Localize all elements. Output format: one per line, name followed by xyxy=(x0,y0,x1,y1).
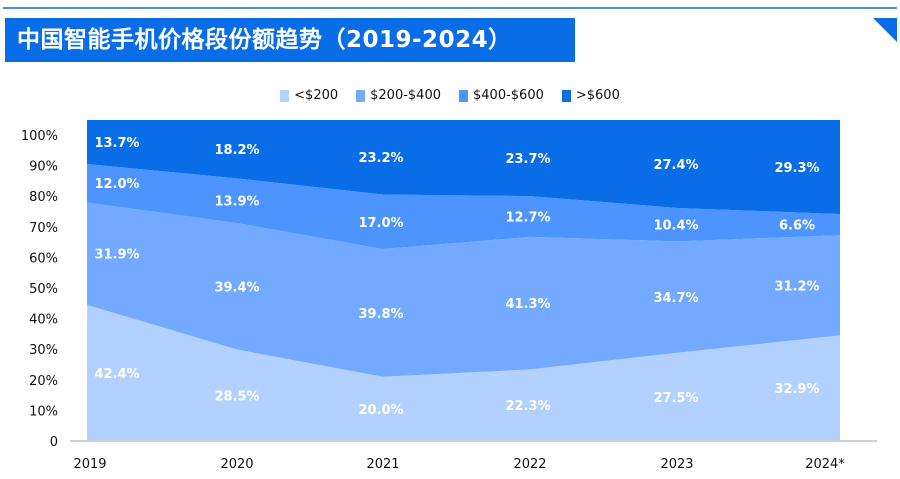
x-tick-label: 2019 xyxy=(73,457,106,472)
x-tick-label: 2023 xyxy=(660,457,693,472)
top-divider xyxy=(3,7,897,9)
area-series-1 xyxy=(87,202,840,377)
y-tick-label: 50% xyxy=(29,282,58,297)
legend-swatch xyxy=(280,89,290,102)
data-label: 18.2% xyxy=(214,143,259,158)
data-label: 20.0% xyxy=(358,403,403,418)
data-label: 6.6% xyxy=(779,219,815,234)
data-label: 17.0% xyxy=(358,216,403,231)
y-tick-label: 40% xyxy=(29,313,58,328)
legend-item: $400-$600 xyxy=(459,88,544,103)
legend-item: >$600 xyxy=(561,88,620,103)
data-label: 12.0% xyxy=(94,177,139,192)
data-label: 23.7% xyxy=(505,152,550,167)
y-tick-label: 10% xyxy=(29,404,58,419)
data-label: 32.9% xyxy=(774,382,819,397)
y-tick-label: 30% xyxy=(29,343,58,358)
x-tick-label: 2021 xyxy=(366,457,399,472)
area-series-0 xyxy=(87,304,840,441)
x-tick-label: 2022 xyxy=(513,457,546,472)
data-label: 29.3% xyxy=(774,161,819,176)
legend-item: $200-$400 xyxy=(356,88,441,103)
y-tick-label: 100% xyxy=(21,129,58,144)
data-label: 27.4% xyxy=(653,158,698,173)
y-tick-label: 70% xyxy=(29,221,58,236)
data-label: 23.2% xyxy=(358,151,403,166)
x-tick-label: 2020 xyxy=(220,457,253,472)
data-label: 22.3% xyxy=(505,399,550,414)
area-series-2 xyxy=(87,163,840,250)
data-label: 31.9% xyxy=(94,248,139,263)
x-tick-label: 2024* xyxy=(805,457,845,472)
corner-decoration xyxy=(873,18,897,42)
data-label: 10.4% xyxy=(653,219,698,234)
data-label: 28.5% xyxy=(214,389,259,404)
legend-label: $400-$600 xyxy=(473,88,544,103)
legend-label: >$600 xyxy=(575,88,620,103)
data-label: 13.9% xyxy=(214,195,259,210)
y-tick-label: 20% xyxy=(29,374,58,389)
legend-item: <$200 xyxy=(280,88,338,103)
y-tick-label: 0 xyxy=(50,435,58,450)
data-label: 12.7% xyxy=(505,210,550,225)
data-label: 39.4% xyxy=(214,280,259,295)
data-label: 34.7% xyxy=(653,291,698,306)
y-tick-label: 80% xyxy=(29,190,58,205)
chart-title: 中国智能手机价格段份额趋势（2019-2024） xyxy=(5,18,575,62)
legend-label: <$200 xyxy=(294,88,339,103)
data-label: 39.8% xyxy=(358,307,403,322)
legend-swatch xyxy=(561,89,571,102)
legend: <$200 $200-$400 $400-$600 >$600 xyxy=(0,88,900,103)
legend-swatch xyxy=(356,89,366,102)
data-label: 41.3% xyxy=(505,297,550,312)
data-label: 13.7% xyxy=(94,136,139,151)
y-tick-label: 60% xyxy=(29,251,58,266)
data-label: 31.2% xyxy=(774,279,819,294)
y-tick-label: 90% xyxy=(29,160,58,175)
data-label: 27.5% xyxy=(653,391,698,406)
area-series-3 xyxy=(87,120,840,215)
legend-swatch xyxy=(459,89,468,102)
data-label: 42.4% xyxy=(94,367,139,382)
legend-label: $200-$400 xyxy=(370,88,441,103)
